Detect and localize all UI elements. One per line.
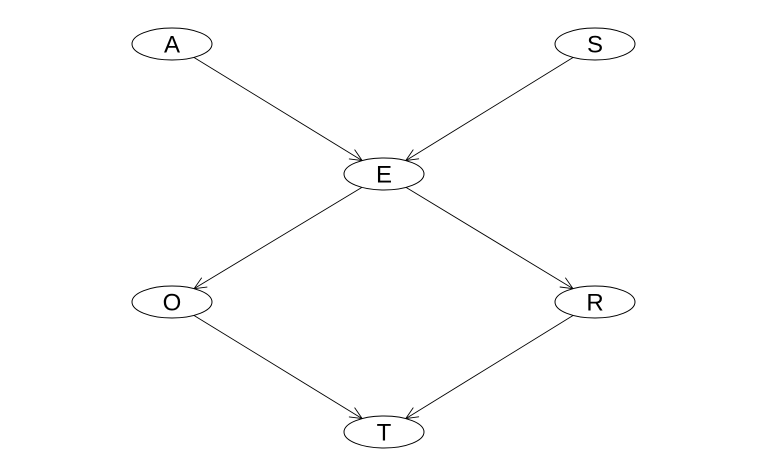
node-s: S [554, 27, 636, 61]
node-ellipse [343, 415, 425, 449]
node-ellipse [554, 27, 636, 61]
node-label: E [376, 162, 392, 189]
edge-a-to-e [193, 57, 364, 162]
node-label: O [163, 290, 182, 317]
edge-line [405, 57, 574, 161]
edge-e-to-o [193, 186, 363, 290]
node-ellipse [131, 285, 213, 319]
node-a: A [131, 27, 213, 61]
node-ellipse [131, 27, 213, 61]
node-r: R [554, 285, 636, 319]
edge-line [405, 315, 574, 419]
edge-line [193, 186, 363, 290]
node-t: T [343, 415, 425, 449]
node-ellipse [554, 285, 636, 319]
node-label: S [587, 32, 603, 59]
node-ellipse [343, 157, 425, 191]
edge-line [193, 57, 363, 161]
edge-line [405, 186, 574, 290]
edge-line [193, 315, 363, 419]
node-label: R [586, 290, 603, 317]
node-label: T [377, 420, 392, 447]
node-e: E [343, 157, 425, 191]
edge-e-to-r [405, 186, 574, 290]
edge-r-to-t [404, 315, 574, 420]
node-label: A [164, 32, 180, 59]
edge-s-to-e [404, 57, 574, 162]
edge-o-to-t [193, 315, 364, 420]
node-o: O [131, 285, 213, 319]
edges-layer [193, 57, 574, 420]
nodes-layer: A S E O R T [131, 27, 636, 449]
